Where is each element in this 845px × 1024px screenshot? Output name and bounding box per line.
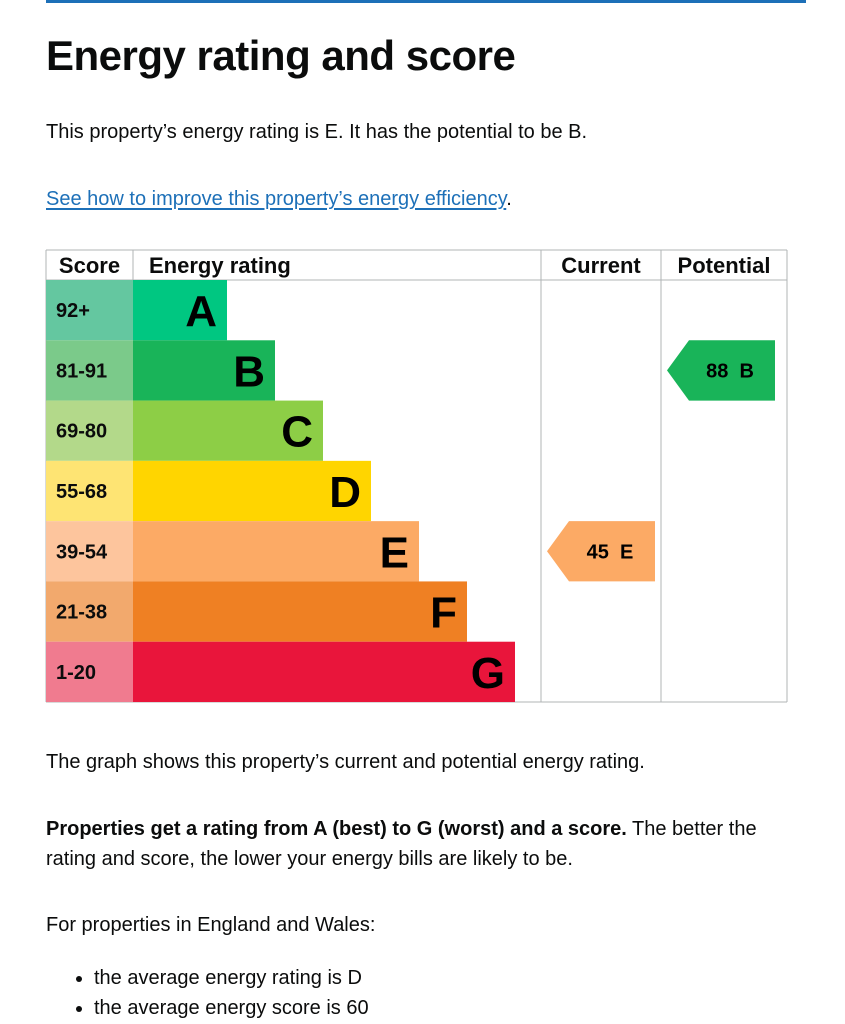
- band-bar-b: [133, 340, 275, 401]
- score-cell-g: [46, 641, 133, 702]
- header-score: Score: [59, 253, 120, 278]
- band-letter-e: E: [380, 528, 409, 577]
- band-bar-e: [133, 521, 419, 582]
- chart-bands: 92+ A 81-91 B 69-80 C 55-68 D 39-54 E 21-38 F 1-20 G: [46, 280, 515, 702]
- potential-label: 88 B: [706, 360, 754, 382]
- band-bar-c: [133, 400, 323, 461]
- rating-summary: This property’s energy rating is E. It h…: [46, 121, 588, 143]
- top-rule: [46, 0, 806, 3]
- score-cell-d: [46, 460, 133, 522]
- band-letter-b: B: [233, 347, 265, 396]
- current-label: 45 E: [587, 541, 634, 563]
- score-range-b: 81-91: [56, 360, 107, 382]
- potential-arrow: [667, 340, 775, 401]
- page-title: Energy rating and score: [46, 32, 516, 79]
- chart-arrows: 45 E 88 B: [547, 340, 775, 582]
- list-item: the average energy score is 60: [94, 993, 369, 1023]
- rating-explanation-bold: Properties get a rating from A (best) to…: [46, 818, 627, 840]
- header-potential: Potential: [678, 253, 771, 278]
- score-cell-a: [46, 280, 133, 341]
- link-suffix: .: [506, 188, 512, 210]
- score-range-c: 69-80: [56, 421, 107, 443]
- band-bar-d: [133, 460, 371, 522]
- band-letter-a: A: [185, 287, 217, 336]
- band-bar-a: [133, 280, 227, 341]
- score-range-e: 39-54: [56, 541, 108, 563]
- energy-rating-chart: Score Energy rating Current Potential 92+ A 8…: [45, 249, 788, 703]
- score-range-d: 55-68: [56, 481, 107, 503]
- score-cell-e: [46, 521, 133, 582]
- rating-explanation: Properties get a rating from A (best) to…: [46, 814, 806, 874]
- graph-note: The graph shows this property’s current …: [46, 751, 645, 773]
- score-range-f: 21-38: [56, 602, 107, 624]
- band-bar-f: [133, 581, 467, 642]
- list-item: the average energy rating is D: [94, 963, 369, 993]
- current-arrow: [547, 521, 655, 582]
- band-letter-c: C: [281, 408, 313, 457]
- score-cell-b: [46, 340, 133, 401]
- averages-list: the average energy rating is D the avera…: [46, 963, 369, 1023]
- band-letter-d: D: [329, 468, 361, 517]
- header-energy-rating: Energy rating: [149, 253, 291, 278]
- band-bar-g: [133, 641, 515, 702]
- rating-explanation-rest: The better the rating and score, the low…: [46, 818, 757, 870]
- band-letter-g: G: [471, 649, 505, 698]
- header-current: Current: [561, 253, 641, 278]
- band-letter-f: F: [430, 589, 457, 638]
- region-note: For properties in England and Wales:: [46, 914, 376, 936]
- chart-headers: Score Energy rating Current Potential: [59, 253, 771, 278]
- score-cell-f: [46, 581, 133, 642]
- improve-link-line: See how to improve this property’s energ…: [46, 184, 512, 214]
- score-range-a: 92+: [56, 300, 90, 322]
- score-cell-c: [46, 400, 133, 461]
- score-range-g: 1-20: [56, 662, 96, 684]
- improve-efficiency-link[interactable]: See how to improve this property’s energ…: [46, 188, 507, 210]
